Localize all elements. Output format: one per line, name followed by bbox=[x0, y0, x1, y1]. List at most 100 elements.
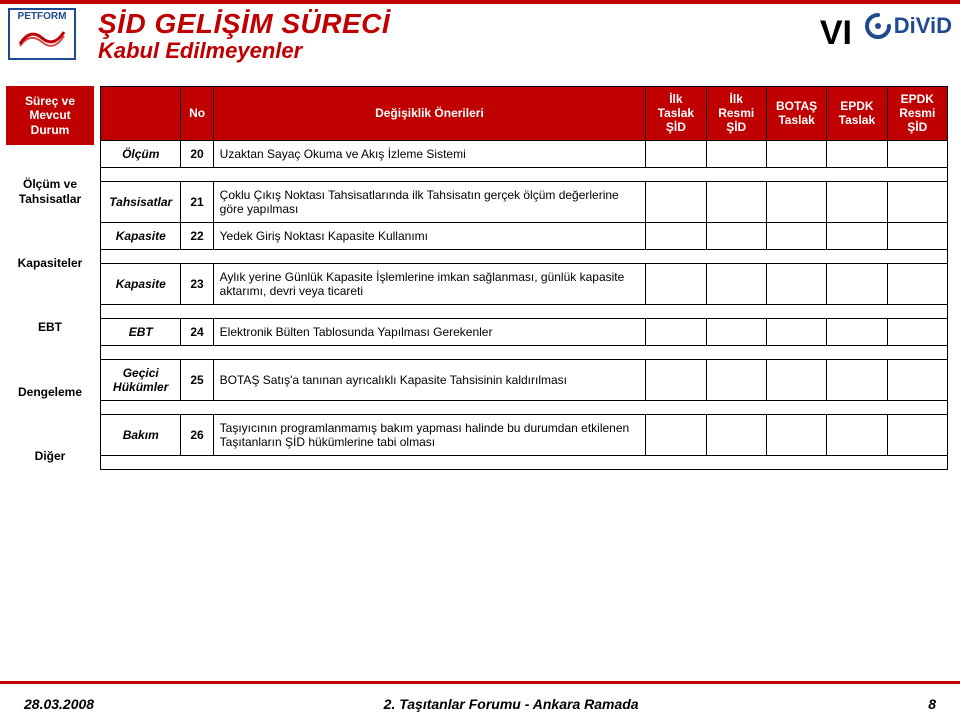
cell-mark bbox=[766, 182, 826, 223]
cell-mark bbox=[706, 319, 766, 346]
footer-page: 8 bbox=[928, 696, 936, 712]
table-row: EBT 24 Elektronik Bülten Tablosunda Yapı… bbox=[101, 319, 948, 346]
spacer-row bbox=[101, 250, 948, 264]
top-accent-bar bbox=[0, 0, 960, 4]
sidebar: Süreç ve Mevcut Durum Ölçüm ve Tahsisatl… bbox=[6, 86, 94, 482]
page-subtitle: Kabul Edilmeyenler bbox=[98, 38, 390, 64]
cell-mark bbox=[766, 360, 826, 401]
cell-cat: Ölçüm bbox=[101, 141, 181, 168]
cell-mark bbox=[887, 182, 947, 223]
th-no: No bbox=[181, 87, 213, 141]
table-header-row: No Değişiklik Önerileri İlk Taslak ŞİD İ… bbox=[101, 87, 948, 141]
cell-mark bbox=[706, 415, 766, 456]
cell-desc: Yedek Giriş Noktası Kapasite Kullanımı bbox=[213, 223, 646, 250]
cell-cat: Bakım bbox=[101, 415, 181, 456]
table-row: Kapasite 22 Yedek Giriş Noktası Kapasite… bbox=[101, 223, 948, 250]
petform-logo-text: PETFORM bbox=[18, 12, 67, 22]
cell-mark bbox=[887, 415, 947, 456]
cell-mark bbox=[766, 264, 826, 305]
cell-desc: Taşıyıcının programlanmamış bakım yapmas… bbox=[213, 415, 646, 456]
divid-logo: DiViD bbox=[864, 12, 952, 40]
cell-mark bbox=[766, 415, 826, 456]
cell-mark bbox=[887, 223, 947, 250]
cell-cat: EBT bbox=[101, 319, 181, 346]
th-c1: İlk Taslak ŞİD bbox=[646, 87, 706, 141]
cell-no: 26 bbox=[181, 415, 213, 456]
cell-no: 23 bbox=[181, 264, 213, 305]
cell-mark bbox=[766, 223, 826, 250]
footer-center: 2. Taşıtanlar Forumu - Ankara Ramada bbox=[384, 696, 639, 712]
cell-no: 21 bbox=[181, 182, 213, 223]
cell-mark bbox=[887, 360, 947, 401]
th-c5: EPDK Resmi ŞİD bbox=[887, 87, 947, 141]
cell-cat: Kapasite bbox=[101, 223, 181, 250]
cell-mark bbox=[766, 141, 826, 168]
cell-mark bbox=[827, 360, 887, 401]
cell-mark bbox=[646, 415, 706, 456]
cell-mark bbox=[646, 264, 706, 305]
cell-mark bbox=[706, 223, 766, 250]
sidebar-item-surec: Süreç ve Mevcut Durum bbox=[6, 86, 94, 145]
table-row: Tahsisatlar 21 Çoklu Çıkış Noktası Tahsi… bbox=[101, 182, 948, 223]
spacer-row bbox=[101, 346, 948, 360]
cell-desc: Elektronik Bülten Tablosunda Yapılması G… bbox=[213, 319, 646, 346]
cell-mark bbox=[646, 319, 706, 346]
cell-mark bbox=[646, 223, 706, 250]
table-row: Geçici Hükümler 25 BOTAŞ Satış'a tanınan… bbox=[101, 360, 948, 401]
table-body: Ölçüm 20 Uzaktan Sayaç Okuma ve Akış İzl… bbox=[101, 141, 948, 470]
spacer-row bbox=[101, 168, 948, 182]
page-title: ŞİD GELİŞİM SÜRECİ bbox=[98, 8, 390, 40]
cell-mark bbox=[827, 415, 887, 456]
cell-mark bbox=[827, 223, 887, 250]
sidebar-item-ebt: EBT bbox=[6, 302, 94, 352]
cell-mark bbox=[646, 141, 706, 168]
table-row: Bakım 26 Taşıyıcının programlanmamış bak… bbox=[101, 415, 948, 456]
cell-no: 24 bbox=[181, 319, 213, 346]
spacer-row bbox=[101, 305, 948, 319]
th-c3: BOTAŞ Taslak bbox=[766, 87, 826, 141]
page-title-block: ŞİD GELİŞİM SÜRECİ Kabul Edilmeyenler bbox=[98, 8, 390, 64]
sidebar-item-kapasiteler: Kapasiteler bbox=[6, 238, 94, 288]
cell-desc: Çoklu Çıkış Noktası Tahsisatlarında ilk … bbox=[213, 182, 646, 223]
table-row: Ölçüm 20 Uzaktan Sayaç Okuma ve Akış İzl… bbox=[101, 141, 948, 168]
cell-mark bbox=[827, 264, 887, 305]
cell-desc: Aylık yerine Günlük Kapasite İşlemlerine… bbox=[213, 264, 646, 305]
sidebar-item-diger: Diğer bbox=[6, 431, 94, 481]
cell-mark bbox=[887, 141, 947, 168]
petform-wave-icon bbox=[18, 24, 66, 48]
cell-desc: Uzaktan Sayaç Okuma ve Akış İzleme Siste… bbox=[213, 141, 646, 168]
cell-mark bbox=[706, 182, 766, 223]
th-desc: Değişiklik Önerileri bbox=[213, 87, 646, 141]
spacer-row bbox=[101, 401, 948, 415]
cell-mark bbox=[887, 264, 947, 305]
cell-cat: Kapasite bbox=[101, 264, 181, 305]
footer: 28.03.2008 2. Taşıtanlar Forumu - Ankara… bbox=[0, 696, 960, 712]
footer-accent-line bbox=[0, 681, 960, 684]
spacer-row bbox=[101, 456, 948, 470]
cell-mark bbox=[887, 319, 947, 346]
sidebar-item-olcum: Ölçüm ve Tahsisatlar bbox=[6, 159, 94, 224]
cell-cat: Geçici Hükümler bbox=[101, 360, 181, 401]
footer-date: 28.03.2008 bbox=[24, 696, 94, 712]
cell-mark bbox=[646, 182, 706, 223]
cell-desc: BOTAŞ Satış'a tanınan ayrıcalıklı Kapasi… bbox=[213, 360, 646, 401]
th-c4: EPDK Taslak bbox=[827, 87, 887, 141]
cell-mark bbox=[766, 319, 826, 346]
cell-mark bbox=[706, 264, 766, 305]
petform-logo: PETFORM bbox=[8, 8, 76, 60]
cell-cat: Tahsisatlar bbox=[101, 182, 181, 223]
cell-no: 20 bbox=[181, 141, 213, 168]
table-row: Kapasite 23 Aylık yerine Günlük Kapasite… bbox=[101, 264, 948, 305]
cell-mark bbox=[827, 319, 887, 346]
changes-table: No Değişiklik Önerileri İlk Taslak ŞİD İ… bbox=[100, 86, 948, 470]
sidebar-item-dengeleme: Dengeleme bbox=[6, 367, 94, 417]
cell-no: 25 bbox=[181, 360, 213, 401]
cell-mark bbox=[827, 141, 887, 168]
cell-mark bbox=[827, 182, 887, 223]
cell-mark bbox=[706, 360, 766, 401]
divid-swirl-icon bbox=[864, 12, 892, 40]
cell-mark bbox=[706, 141, 766, 168]
section-roman-numeral: VI bbox=[820, 14, 852, 53]
cell-no: 22 bbox=[181, 223, 213, 250]
divid-logo-text: DiViD bbox=[894, 13, 952, 39]
